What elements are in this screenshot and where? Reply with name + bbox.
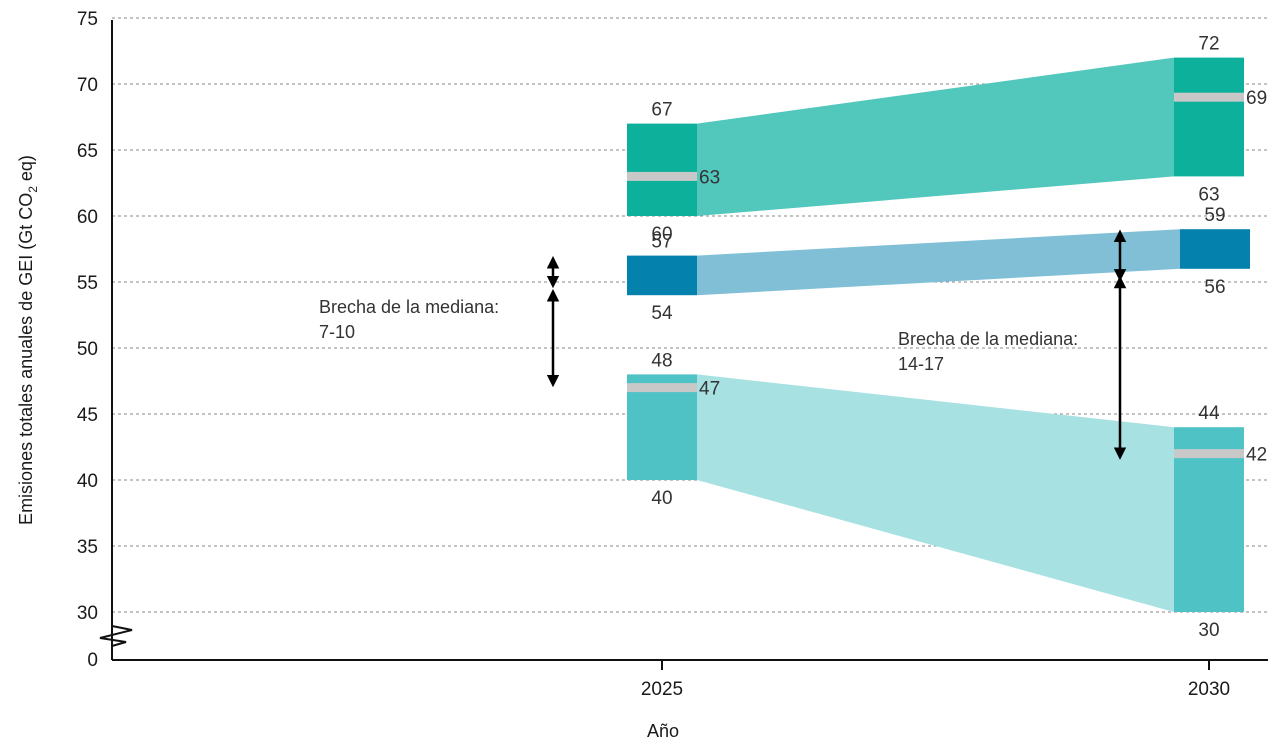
- axes: 0: [87, 20, 1268, 671]
- value-label-median-2-2030: 42: [1246, 445, 1267, 466]
- median-marker-series-0-2030: [1174, 92, 1244, 102]
- value-label-high-0-2025: 67: [651, 100, 672, 121]
- y-axis-title: Emisiones totales anuales de GEI (Gt CO2…: [16, 155, 40, 525]
- range-bands: [697, 57, 1180, 612]
- y-tick-label-65: 65: [77, 141, 98, 162]
- x-axis-title: Año: [647, 721, 679, 741]
- gap-annotations: Brecha de la mediana: 7-10 Brecha de la me…: [319, 229, 1127, 460]
- axis-break-icon: [99, 625, 133, 647]
- y-tick-label-60: 60: [77, 207, 98, 228]
- value-label-median-2-2025: 47: [699, 379, 720, 400]
- range-bars: [627, 57, 1250, 612]
- gap-annotation-line1-1: Brecha de la mediana:: [898, 329, 1078, 349]
- y-tick-label-55: 55: [77, 273, 98, 294]
- value-label-median-0-2025: 63: [699, 167, 720, 188]
- median-marker-series-2-2030: [1174, 449, 1244, 459]
- value-labels: 67 60 63 72 63 69 57 54 59 56 48 40 47 44 30 42: [651, 34, 1267, 641]
- value-label-high-0-2030: 72: [1198, 34, 1219, 55]
- y-tick-label-45: 45: [77, 405, 98, 426]
- y-tick-labels: 30 35 40 45 50 55 60 65 70 75: [77, 9, 98, 624]
- gap-annotation-line1-0: Brecha de la mediana:: [319, 297, 499, 317]
- value-label-low-2-2025: 40: [651, 488, 672, 509]
- value-label-high-2-2025: 48: [651, 350, 672, 371]
- x-tick-labels: 2025 2030: [641, 660, 1230, 700]
- median-marker-series-0-2025: [627, 171, 697, 181]
- y-axis-title-sub: 2: [26, 186, 40, 193]
- range-band-series-2: [697, 374, 1174, 612]
- range-band-series-1: [697, 229, 1180, 296]
- y-tick-label-break: 0: [87, 650, 98, 671]
- range-bar-series-0-2025: [627, 123, 697, 216]
- value-label-median-0-2030: 69: [1246, 88, 1267, 109]
- x-tick-label-2030: 2030: [1188, 679, 1230, 700]
- value-label-high-1-2025: 57: [651, 232, 672, 253]
- y-axis-title-end: eq): [16, 155, 36, 186]
- range-bar-series-1-2030: [1180, 229, 1250, 269]
- y-tick-label-50: 50: [77, 339, 98, 360]
- y-tick-label-35: 35: [77, 537, 98, 558]
- gap-annotation-line2-0: 7-10: [319, 322, 355, 342]
- range-bar-series-1-2025: [627, 255, 697, 296]
- x-tick-label-2025: 2025: [641, 679, 683, 700]
- value-label-low-0-2025: 60: [651, 224, 672, 245]
- y-tick-label-70: 70: [77, 75, 98, 96]
- median-marker-series-2-2025: [627, 383, 697, 393]
- y-tick-label-30: 30: [77, 603, 98, 624]
- gap-annotation-label-1: Brecha de la mediana: 14-17: [898, 329, 1078, 374]
- value-label-low-0-2030: 63: [1198, 184, 1219, 205]
- y-axis-title-main: Emisiones totales anuales de GEI (Gt CO: [16, 193, 36, 525]
- value-label-low-1-2030: 56: [1204, 277, 1225, 298]
- y-tick-label-75: 75: [77, 9, 98, 30]
- value-label-high-2-2030: 44: [1198, 403, 1220, 424]
- gap-annotation-line2-1: 14-17: [898, 354, 944, 374]
- value-label-high-1-2030: 59: [1204, 205, 1225, 226]
- y-tick-label-40: 40: [77, 471, 98, 492]
- value-label-low-2-2030: 30: [1198, 620, 1219, 641]
- range-band-series-0: [697, 57, 1174, 216]
- value-label-low-1-2025: 54: [651, 303, 673, 324]
- range-bar-series-0-2030: [1174, 57, 1244, 177]
- gap-annotation-label-0: Brecha de la mediana: 7-10: [319, 297, 499, 342]
